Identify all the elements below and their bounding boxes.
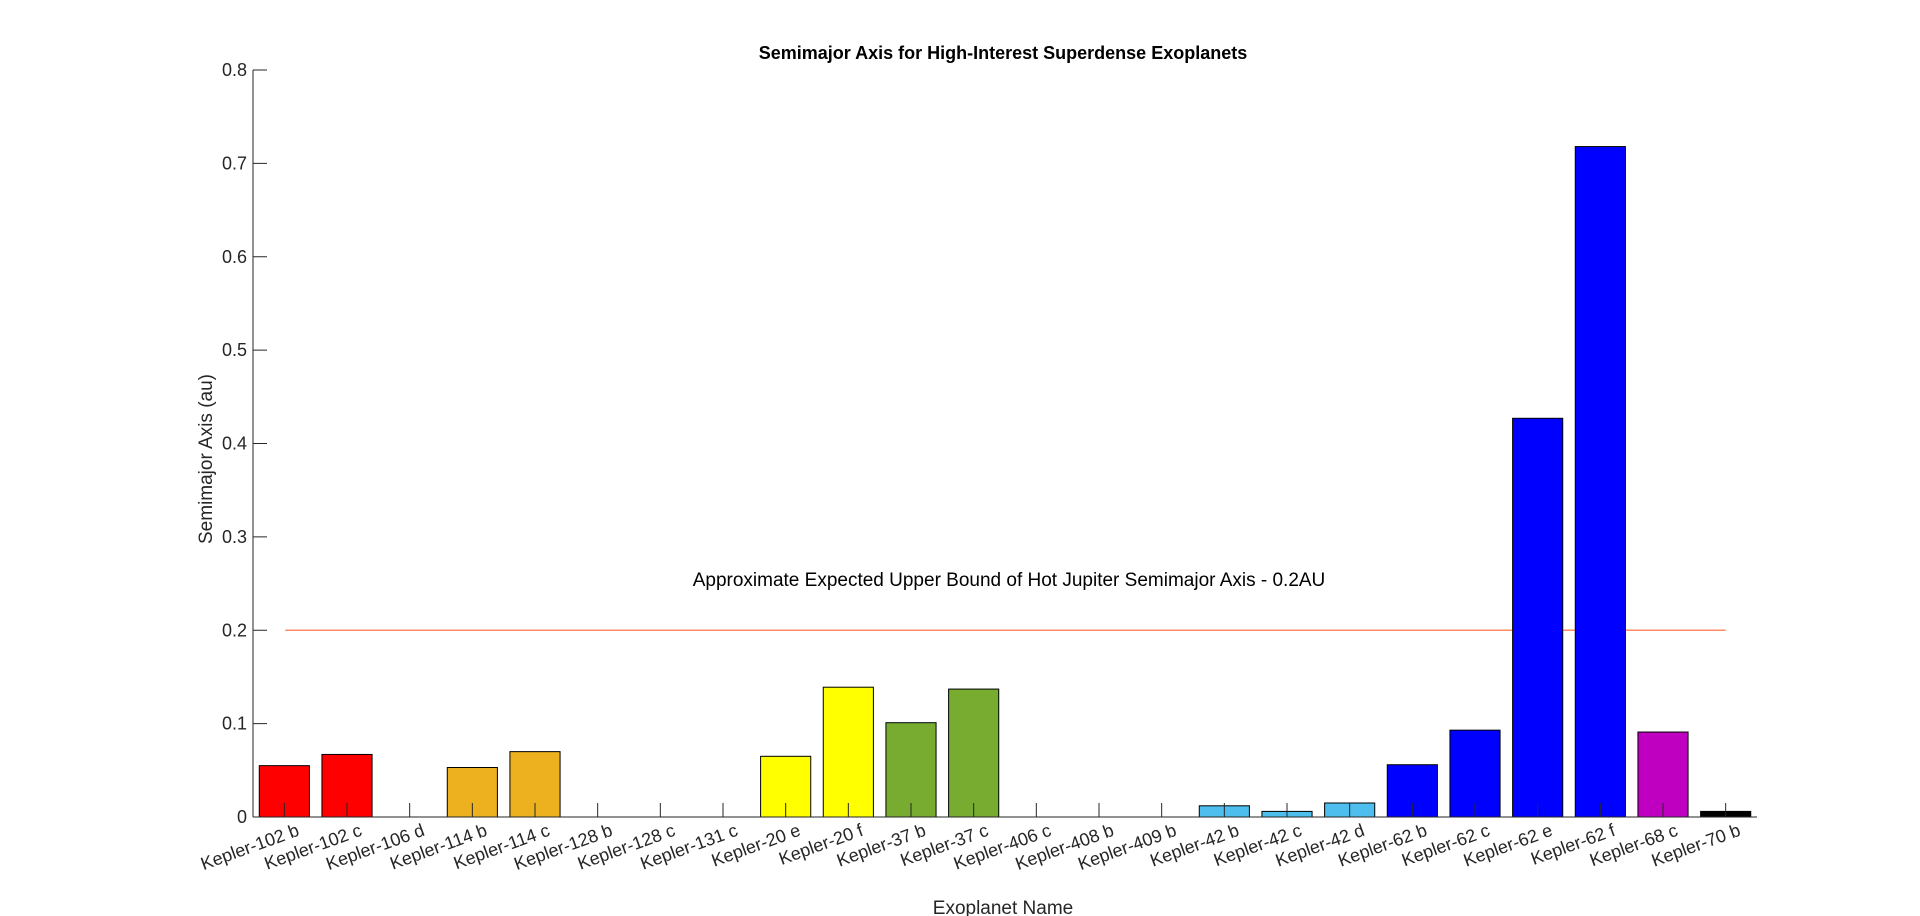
y-tick-label: 0.3 (222, 527, 247, 547)
y-ticks-group: 0 0.1 0.2 0.3 0.4 0.5 0.6 0.7 0.8 (222, 60, 267, 827)
chart-title: Semimajor Axis for High-Interest Superde… (759, 43, 1247, 63)
bar (885, 722, 937, 818)
x-axis-label: Exoplanet Name (933, 898, 1073, 916)
reference-line-label: Approximate Expected Upper Bound of Hot … (693, 570, 1326, 591)
y-tick-label: 0.4 (222, 434, 247, 454)
y-tick-label: 0.2 (222, 620, 247, 640)
y-tick-label: 0.7 (222, 153, 247, 173)
y-tick-label: 0.8 (222, 60, 247, 80)
bar (1512, 417, 1564, 818)
bar (948, 688, 1000, 818)
bars-group (258, 146, 1752, 818)
bar (1637, 731, 1689, 818)
y-axis-label: Semimajor Axis (au) (196, 374, 217, 544)
y-tick-label: 0 (237, 807, 247, 827)
bar (822, 686, 874, 818)
y-tick-label: 0.1 (222, 714, 247, 734)
bar (1449, 729, 1501, 818)
bar (1574, 146, 1626, 818)
y-tick-label: 0.5 (222, 340, 247, 360)
y-tick-label: 0.6 (222, 247, 247, 267)
